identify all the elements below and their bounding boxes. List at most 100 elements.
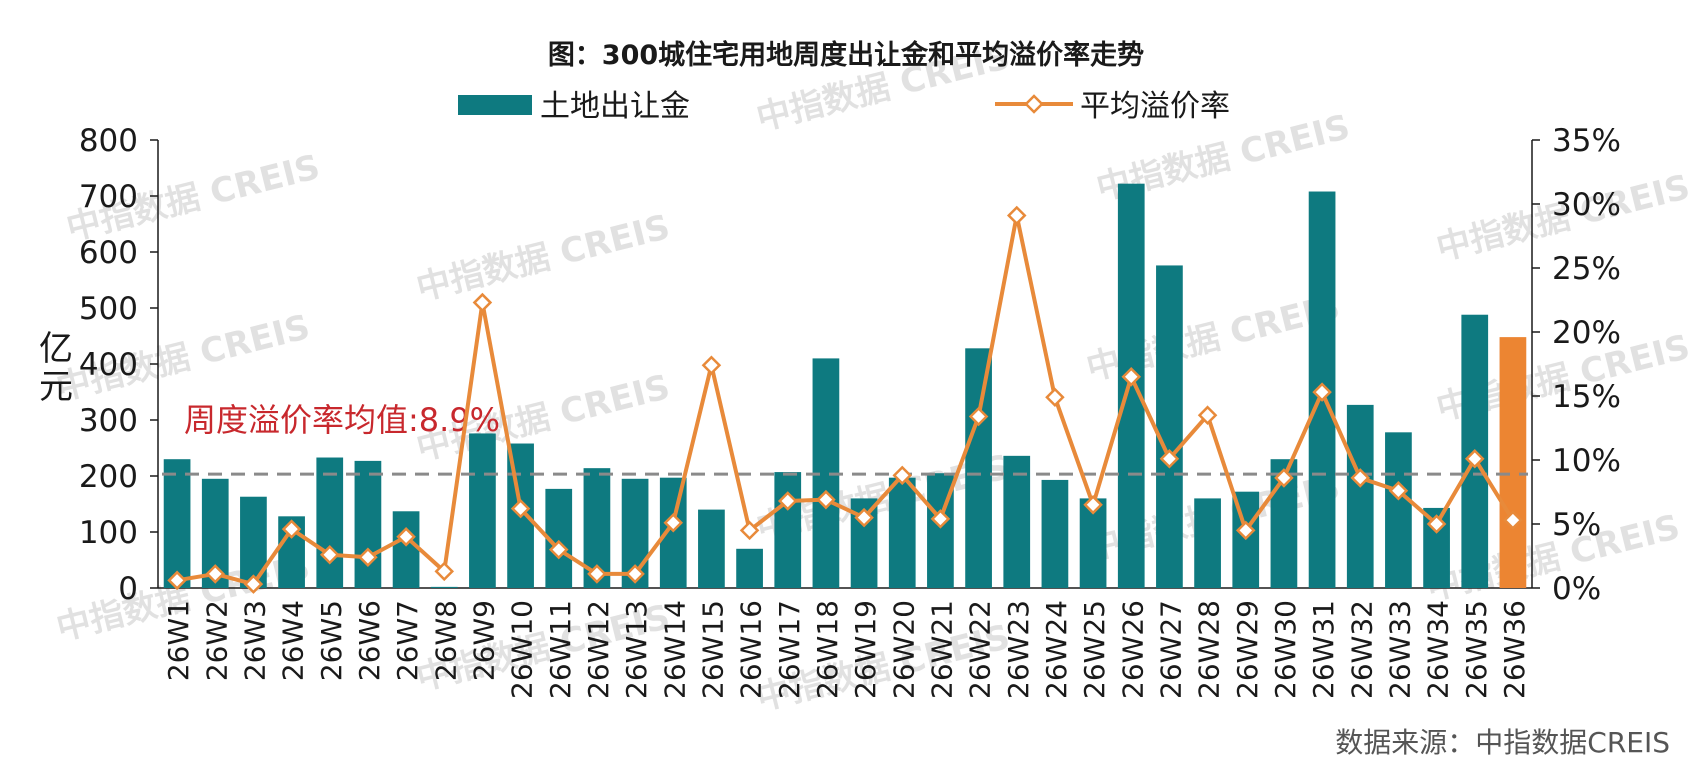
line-point [1426, 514, 1447, 534]
x-tick-label: 26W18 [811, 600, 844, 699]
x-tick-label: 26W31 [1307, 600, 1340, 699]
left-tick-label: 800 [79, 123, 138, 159]
line-point [1388, 480, 1409, 501]
right-tick-label: 10% [1552, 443, 1621, 479]
x-tick-label: 26W7 [391, 600, 424, 681]
line-point [1464, 448, 1485, 469]
bar [354, 460, 382, 588]
left-tick-label: 600 [79, 235, 138, 271]
left-tick-label: 200 [79, 459, 138, 495]
x-tick-label: 26W20 [887, 600, 920, 699]
bar [1156, 265, 1183, 588]
line-point [968, 406, 989, 427]
bar [392, 511, 420, 588]
line-point [1274, 468, 1294, 488]
bar [1385, 432, 1412, 588]
x-axis-tick-labels: 26W1 26W2 26W3 26W4 26W5 26W6 26W7 26W8 26W9 26W1… [162, 600, 1531, 699]
line-point [1503, 510, 1523, 530]
bar [1346, 404, 1374, 588]
line-point [663, 512, 684, 533]
line-point [892, 465, 913, 486]
left-tick-label: 100 [79, 515, 138, 551]
line-point [701, 355, 722, 376]
bar [469, 433, 496, 588]
x-tick-label: 26W15 [696, 600, 729, 699]
x-tick-label: 26W29 [1231, 600, 1264, 699]
legend-line-marker [1024, 94, 1044, 114]
left-tick-label: 400 [79, 347, 138, 383]
line-point [1197, 405, 1218, 425]
line-point [396, 527, 416, 547]
line-point [1159, 448, 1180, 469]
bar [698, 509, 725, 588]
y-axis-label-1: 亿 [39, 329, 73, 369]
right-tick-label: 25% [1552, 251, 1621, 287]
line-point [548, 539, 569, 560]
left-tick-label: 500 [79, 291, 138, 327]
x-tick-label: 26W22 [964, 600, 997, 699]
x-tick-label: 26W25 [1078, 600, 1111, 699]
line-point [319, 544, 340, 565]
line-point [587, 564, 607, 584]
x-tick-label: 26W5 [315, 600, 348, 681]
line-series [167, 205, 1523, 594]
line-point [739, 520, 760, 541]
line-point [1312, 382, 1332, 402]
line-point [854, 507, 874, 528]
x-tick-label: 26W10 [506, 600, 539, 699]
line-point [625, 564, 645, 584]
x-tick-label: 26W32 [1345, 600, 1378, 699]
legend-line-label: 平均溢价率 [1080, 89, 1230, 124]
left-tick-label: 700 [79, 179, 138, 215]
line-point [167, 570, 187, 591]
left-tick-label: 300 [79, 403, 138, 439]
x-tick-label: 26W14 [658, 600, 691, 699]
line-point [1121, 367, 1142, 387]
x-tick-label: 26W8 [429, 600, 462, 681]
line-point [243, 574, 264, 594]
y-axis-label-2: 元 [39, 367, 73, 407]
bar [240, 496, 267, 588]
line-point [510, 498, 531, 519]
bar [1003, 455, 1031, 588]
line-point [205, 564, 226, 584]
x-tick-label: 26W3 [238, 600, 271, 681]
watermark-text-1: 中指数据 CREIS [413, 207, 674, 309]
legend-bar-label: 土地出让金 [540, 89, 690, 124]
right-tick-label: 30% [1552, 187, 1621, 223]
source-note: 数据来源：中指数据CREIS [1335, 726, 1670, 759]
right-tick-label: 20% [1552, 315, 1621, 351]
line-point [1006, 205, 1027, 226]
line-point [930, 509, 951, 529]
x-tick-label: 26W36 [1498, 600, 1531, 699]
x-tick-label: 26W23 [1002, 600, 1035, 699]
bar [430, 586, 458, 588]
right-tick-label: 15% [1552, 379, 1621, 415]
line-point [281, 519, 302, 539]
bar [1194, 498, 1221, 588]
x-tick-label: 26W12 [582, 600, 615, 699]
x-tick-label: 26W27 [1154, 600, 1187, 699]
line-point [434, 561, 455, 582]
bar [965, 348, 992, 588]
right-tick-label: 35% [1552, 123, 1621, 159]
x-tick-label: 26W26 [1116, 600, 1149, 699]
line-point [358, 547, 378, 568]
line-point [816, 489, 836, 510]
average-label: 周度溢价率均值:8.9% [184, 401, 500, 439]
line-point [472, 292, 493, 313]
bar [163, 459, 191, 588]
right-tick-label: 5% [1552, 507, 1601, 543]
x-tick-label: 26W34 [1422, 600, 1455, 699]
x-tick-label: 26W2 [200, 600, 233, 681]
x-tick-label: 26W21 [925, 600, 958, 699]
line-point [777, 491, 798, 511]
legend-bar-swatch [458, 95, 532, 115]
x-tick-label: 26W16 [735, 600, 768, 699]
x-tick-label: 26W4 [277, 600, 310, 681]
average-line-group: 周度溢价率均值:8.9% [162, 401, 1528, 476]
x-tick-label: 26W30 [1269, 600, 1302, 699]
x-tick-label: 26W9 [467, 600, 500, 681]
bar [736, 548, 763, 588]
